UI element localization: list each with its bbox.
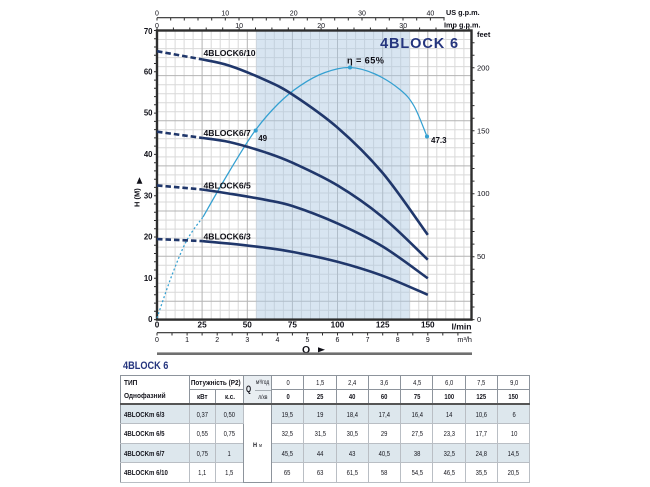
svg-text:l/min: l/min (451, 322, 471, 332)
svg-text:4BLOCK6/10: 4BLOCK6/10 (204, 48, 256, 58)
svg-text:40: 40 (427, 11, 435, 18)
svg-text:9: 9 (426, 337, 430, 344)
svg-text:30: 30 (144, 191, 153, 200)
svg-text:4: 4 (275, 337, 279, 344)
svg-text:20: 20 (290, 11, 298, 18)
svg-text:50: 50 (144, 109, 153, 118)
svg-text:3: 3 (245, 337, 249, 344)
svg-text:Q: Q (302, 344, 310, 356)
svg-text:4BLOCK6/3: 4BLOCK6/3 (204, 231, 251, 241)
svg-text:US g.p.m.: US g.p.m. (446, 8, 480, 17)
svg-text:25: 25 (198, 321, 208, 330)
svg-text:200: 200 (477, 63, 490, 72)
svg-text:75: 75 (288, 321, 298, 330)
svg-text:0: 0 (155, 321, 160, 330)
svg-text:30: 30 (399, 23, 407, 30)
svg-text:125: 125 (376, 321, 390, 330)
svg-text:7: 7 (366, 337, 370, 344)
svg-text:150: 150 (421, 321, 435, 330)
svg-text:Imp g.p.m.: Imp g.p.m. (444, 20, 481, 29)
svg-text:30: 30 (358, 11, 366, 18)
svg-text:10: 10 (144, 274, 153, 283)
svg-text:20: 20 (317, 23, 325, 30)
svg-text:4BLOCK 6: 4BLOCK 6 (380, 36, 459, 52)
svg-text:100: 100 (477, 189, 490, 198)
svg-text:1: 1 (185, 337, 189, 344)
svg-text:49: 49 (258, 134, 267, 143)
svg-text:4BLOCK6/5: 4BLOCK6/5 (204, 180, 251, 190)
svg-text:0: 0 (477, 315, 481, 324)
svg-text:m³/h: m³/h (457, 335, 472, 344)
svg-text:10: 10 (235, 23, 243, 30)
svg-text:70: 70 (144, 27, 153, 36)
svg-text:0: 0 (155, 23, 159, 30)
svg-text:8: 8 (396, 337, 400, 344)
svg-text:40: 40 (144, 150, 153, 159)
svg-text:50: 50 (243, 321, 253, 330)
svg-text:5: 5 (305, 337, 309, 344)
svg-text:100: 100 (331, 321, 345, 330)
svg-text:η = 65%: η = 65% (347, 56, 384, 66)
svg-text:0: 0 (155, 11, 159, 18)
svg-text:10: 10 (221, 11, 229, 18)
svg-text:47.3: 47.3 (431, 136, 447, 145)
svg-text:6: 6 (336, 337, 340, 344)
svg-text:4BLOCK6/7: 4BLOCK6/7 (204, 128, 251, 138)
svg-text:60: 60 (144, 67, 153, 76)
svg-text:2: 2 (215, 337, 219, 344)
svg-text:50: 50 (477, 252, 485, 261)
svg-text:feet: feet (477, 30, 491, 39)
svg-text:0: 0 (155, 337, 159, 344)
svg-text:150: 150 (477, 126, 490, 135)
svg-text:0: 0 (148, 315, 153, 324)
svg-text:H (M): H (M) (133, 188, 142, 207)
svg-text:20: 20 (144, 233, 153, 242)
